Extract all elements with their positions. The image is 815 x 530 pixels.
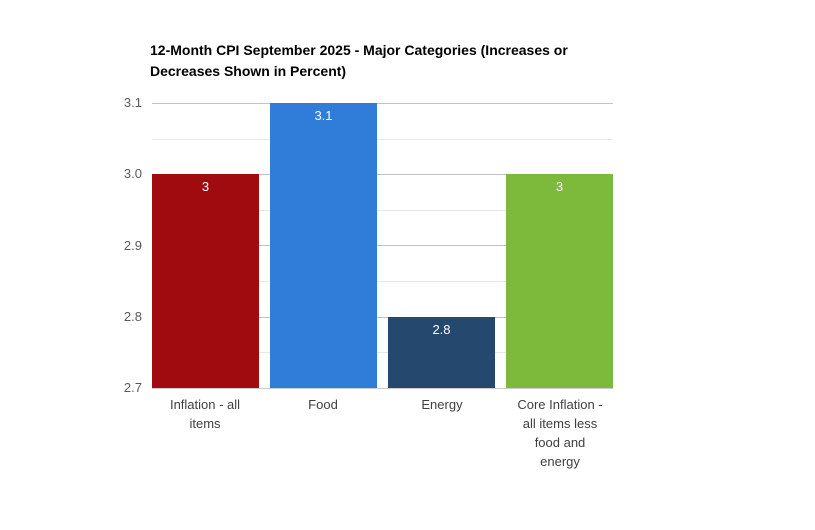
- bar-food: 3.1: [270, 103, 377, 388]
- category-label: Energy: [380, 395, 504, 414]
- category-label-line: Core Inflation -: [517, 397, 603, 412]
- bar-value-label: 3.1: [314, 108, 333, 123]
- minor-gridline: [152, 210, 613, 211]
- y-tick-label: 2.7: [123, 380, 142, 395]
- chart-title-line2: Decreases Shown in Percent): [150, 63, 347, 79]
- y-tick-label: 3.1: [123, 95, 142, 110]
- y-tick-label: 2.9: [123, 238, 142, 253]
- major-gridline: [152, 245, 613, 246]
- bar-value-label: 3: [201, 179, 210, 194]
- x-axis-baseline: [152, 388, 613, 389]
- bar-value-label: 3: [555, 179, 564, 194]
- major-gridline: [152, 103, 613, 104]
- major-gridline: [152, 174, 613, 175]
- chart-title: 12-Month CPI September 2025 - Major Cate…: [150, 40, 650, 82]
- category-label-line: energy: [540, 454, 580, 469]
- category-label: Core Inflation - all items less food and en…: [498, 395, 622, 471]
- category-label-line: food and: [534, 435, 586, 450]
- y-tick-label: 2.8: [123, 309, 142, 324]
- category-label: Food: [261, 395, 385, 414]
- bar-value-label: 2.8: [432, 322, 451, 337]
- minor-gridline: [152, 352, 613, 353]
- category-label-line: Inflation - all: [169, 397, 241, 412]
- bar-energy: 2.8: [388, 317, 495, 388]
- bar-inflation-all-items: 3: [152, 174, 259, 388]
- y-tick-label: 3.0: [123, 166, 142, 181]
- minor-gridline: [152, 281, 613, 282]
- category-label-line: Food: [308, 397, 338, 412]
- chart-title-line1: 12-Month CPI September 2025 - Major Cate…: [150, 42, 568, 58]
- plot-area: 3 3.1 2.8 3: [152, 103, 613, 389]
- bar-core-inflation-all-items-less-food-and-energy: 3: [506, 174, 613, 388]
- category-label-line: items: [189, 416, 221, 431]
- category-label-line: Energy: [421, 397, 463, 412]
- category-label-line: all items less: [522, 416, 598, 431]
- minor-gridline: [152, 139, 613, 140]
- major-gridline: [152, 317, 613, 318]
- category-label: Inflation - all items: [143, 395, 267, 433]
